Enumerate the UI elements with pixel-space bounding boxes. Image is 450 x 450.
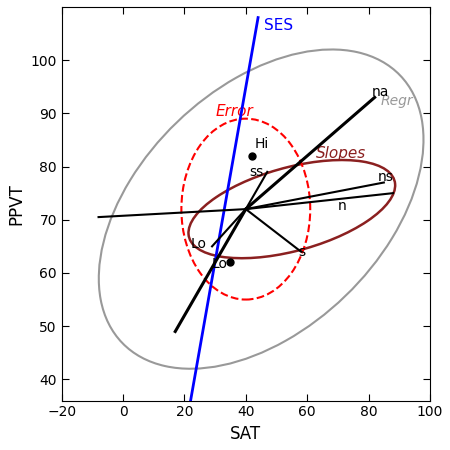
Text: Error: Error [215,104,253,119]
Text: Hi: Hi [255,137,269,151]
Text: Slopes: Slopes [316,146,367,161]
Text: s: s [298,245,305,259]
Text: Lo: Lo [212,257,227,271]
Text: ss: ss [249,165,263,179]
Text: Regr: Regr [381,94,414,108]
Text: ns: ns [378,170,394,184]
Text: na: na [372,85,389,99]
Text: Lo: Lo [191,237,207,251]
Text: SES: SES [264,18,293,32]
X-axis label: SAT: SAT [230,425,261,443]
Text: n: n [338,199,346,213]
Y-axis label: PPVT: PPVT [7,183,25,225]
